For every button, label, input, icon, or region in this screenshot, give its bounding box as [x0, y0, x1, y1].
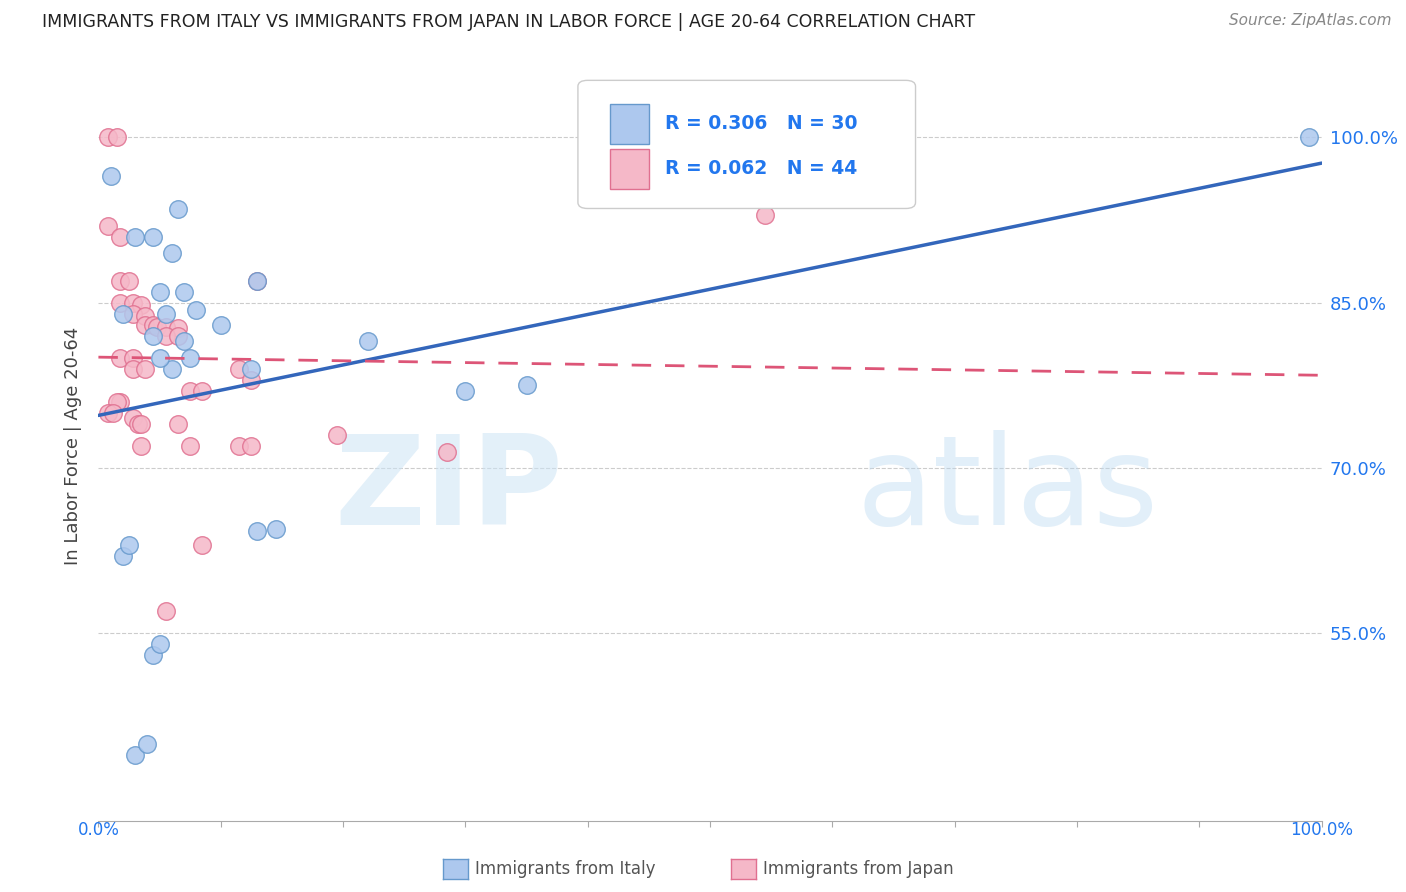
- Point: [155, 307, 177, 321]
- Point: [515, 378, 537, 392]
- Point: [454, 384, 477, 398]
- Text: R = 0.062   N = 44: R = 0.062 N = 44: [665, 160, 858, 178]
- Point: [179, 384, 201, 398]
- Point: [97, 130, 120, 145]
- Point: [228, 439, 250, 453]
- Point: [155, 320, 177, 334]
- Point: [167, 417, 190, 431]
- Point: [1298, 130, 1320, 145]
- Point: [264, 522, 287, 536]
- Text: IMMIGRANTS FROM ITALY VS IMMIGRANTS FROM JAPAN IN LABOR FORCE | AGE 20-64 CORREL: IMMIGRANTS FROM ITALY VS IMMIGRANTS FROM…: [42, 13, 976, 31]
- FancyBboxPatch shape: [578, 80, 915, 209]
- Point: [155, 328, 177, 343]
- Point: [100, 169, 122, 183]
- Point: [118, 538, 141, 552]
- Point: [111, 549, 134, 564]
- Point: [142, 229, 165, 244]
- Point: [121, 307, 143, 321]
- Point: [134, 318, 156, 332]
- Point: [129, 417, 152, 431]
- Point: [173, 285, 195, 299]
- Text: R = 0.306   N = 30: R = 0.306 N = 30: [665, 114, 858, 133]
- Point: [149, 351, 172, 365]
- Point: [209, 318, 232, 332]
- Y-axis label: In Labor Force | Age 20-64: In Labor Force | Age 20-64: [65, 326, 83, 566]
- Point: [129, 439, 152, 453]
- Point: [167, 328, 190, 343]
- Point: [160, 362, 183, 376]
- Point: [111, 307, 134, 321]
- Point: [173, 334, 195, 349]
- Point: [146, 320, 169, 334]
- Point: [124, 229, 146, 244]
- FancyBboxPatch shape: [610, 103, 650, 144]
- Text: atlas: atlas: [856, 431, 1159, 551]
- Text: 0.0%: 0.0%: [77, 821, 120, 838]
- Point: [179, 351, 201, 365]
- Point: [186, 303, 208, 318]
- Point: [142, 328, 165, 343]
- Point: [160, 246, 183, 260]
- Point: [134, 309, 156, 323]
- Point: [149, 637, 172, 651]
- Point: [121, 411, 143, 425]
- Point: [246, 524, 269, 538]
- Point: [110, 395, 132, 409]
- Point: [134, 362, 156, 376]
- Point: [155, 604, 177, 618]
- Point: [167, 202, 190, 216]
- Point: [356, 334, 378, 349]
- Point: [149, 285, 172, 299]
- Point: [436, 444, 458, 458]
- Point: [110, 274, 132, 288]
- Point: [240, 373, 263, 387]
- Point: [240, 362, 263, 376]
- Point: [136, 737, 159, 751]
- FancyBboxPatch shape: [610, 149, 650, 189]
- Point: [110, 351, 132, 365]
- Point: [142, 318, 165, 332]
- Text: Immigrants from Italy: Immigrants from Italy: [475, 860, 655, 878]
- Point: [105, 395, 128, 409]
- Point: [326, 428, 349, 442]
- Text: Immigrants from Japan: Immigrants from Japan: [763, 860, 955, 878]
- Point: [97, 219, 120, 233]
- Point: [124, 747, 146, 762]
- Point: [105, 130, 128, 145]
- Text: ZIP: ZIP: [335, 431, 564, 551]
- Point: [121, 351, 143, 365]
- Point: [129, 298, 152, 312]
- Point: [240, 439, 263, 453]
- Point: [97, 406, 120, 420]
- Point: [179, 439, 201, 453]
- Point: [101, 406, 124, 420]
- Point: [121, 295, 143, 310]
- Point: [110, 295, 132, 310]
- Point: [246, 274, 269, 288]
- Point: [110, 229, 132, 244]
- Point: [167, 321, 190, 335]
- Point: [246, 274, 269, 288]
- Point: [191, 384, 214, 398]
- Text: 100.0%: 100.0%: [1291, 821, 1353, 838]
- Point: [754, 208, 776, 222]
- Point: [228, 362, 250, 376]
- Point: [121, 362, 143, 376]
- Point: [142, 648, 165, 663]
- Point: [191, 538, 214, 552]
- Point: [127, 417, 149, 431]
- Text: Source: ZipAtlas.com: Source: ZipAtlas.com: [1229, 13, 1392, 29]
- Point: [118, 274, 141, 288]
